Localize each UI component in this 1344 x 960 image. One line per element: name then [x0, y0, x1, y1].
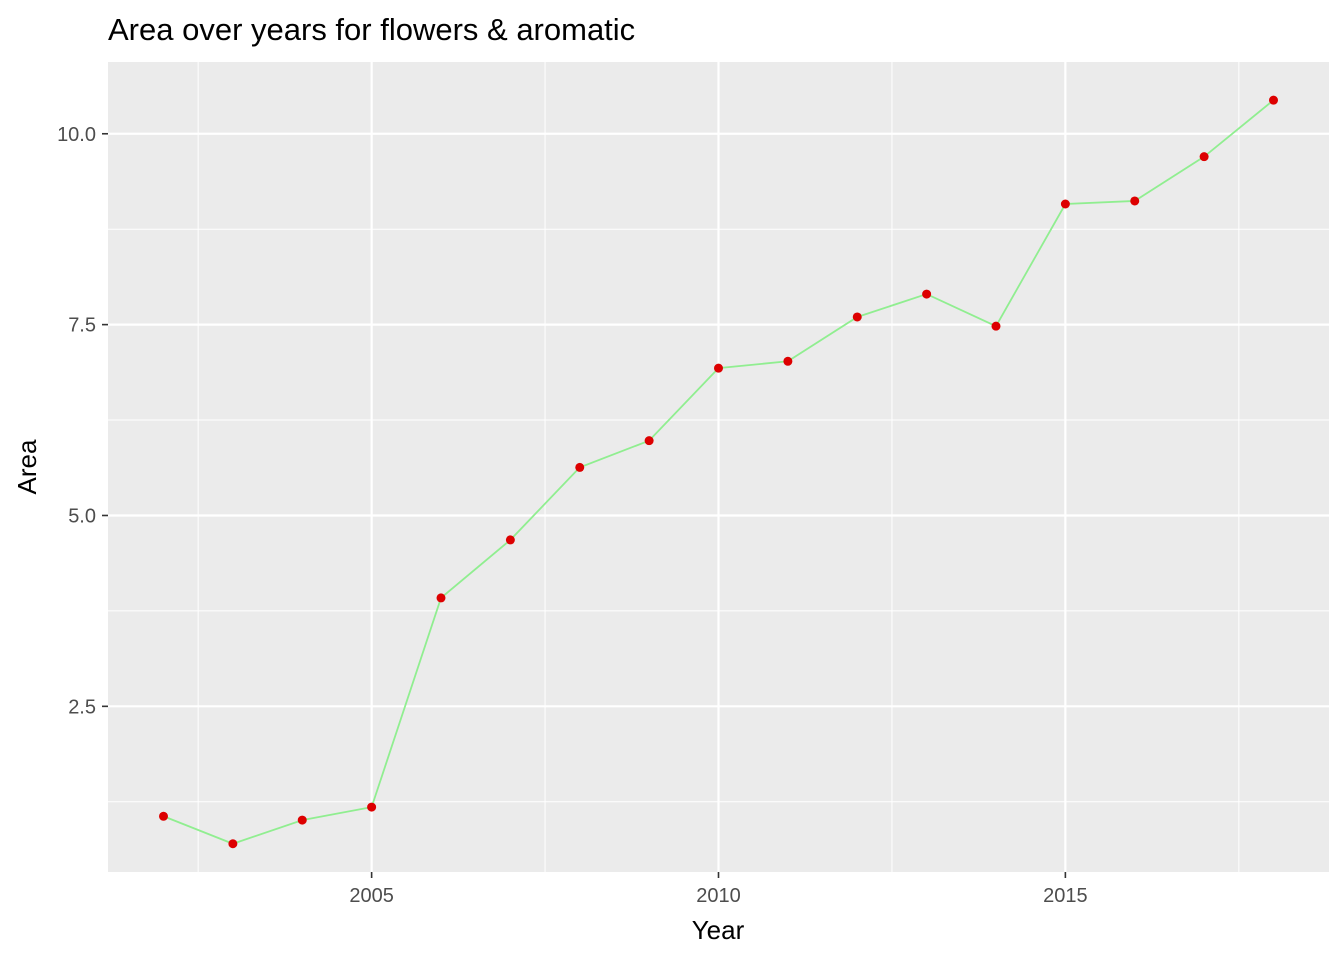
data-point: [852, 312, 862, 322]
x-tick-label: 2005: [349, 885, 394, 907]
data-point: [644, 436, 654, 446]
x-tick-label: 2010: [696, 885, 741, 907]
data-point: [367, 802, 377, 812]
data-point: [714, 363, 723, 373]
x-tick-label: 2015: [1043, 885, 1088, 907]
data-point: [159, 811, 168, 821]
axis-tick-marks: [102, 132, 1067, 878]
series-points: [159, 95, 1278, 849]
chart-title: Area over years for flowers & aromatic: [108, 12, 635, 47]
data-point: [1269, 95, 1278, 105]
data-point: [783, 356, 793, 366]
y-axis-title: Area: [12, 439, 42, 494]
y-tick-label: 2.5: [68, 696, 96, 718]
x-axis-tick-labels: 2005 2010 2015: [349, 885, 1087, 907]
data-point: [575, 462, 585, 472]
data-point: [1130, 196, 1140, 206]
data-point: [228, 839, 238, 849]
data-point: [297, 815, 307, 825]
data-point: [922, 289, 932, 299]
x-axis-title: Year: [692, 915, 745, 945]
y-axis-tick-labels: 2.5 5.0 7.5 10.0: [57, 124, 96, 719]
data-point: [1060, 199, 1070, 209]
data-point: [436, 593, 446, 603]
data-point: [991, 321, 1001, 331]
data-point: [1199, 152, 1209, 162]
y-tick-label: 7.5: [68, 315, 96, 337]
y-tick-label: 10.0: [57, 124, 96, 146]
data-point: [505, 535, 515, 545]
major-gridlines: [108, 62, 1329, 872]
y-tick-label: 5.0: [68, 505, 96, 527]
